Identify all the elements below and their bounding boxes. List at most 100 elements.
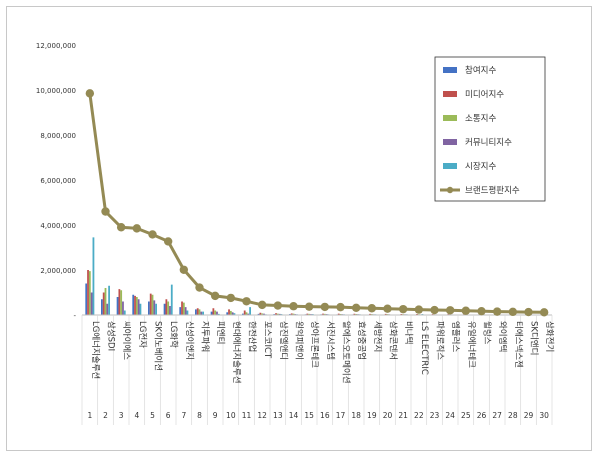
chart-frame: - 2,000,000 4,000,000 6,000,000 8,000,000 10,… (6, 6, 592, 451)
bar (170, 284, 173, 315)
line-point (477, 306, 486, 316)
bar (355, 313, 358, 315)
bar (118, 289, 121, 315)
x-axis: LG에너지솔루션 1 삼성SDI 2 씨아이에스 3 LG전자 4 SK이노베이션 5 LG화학 6 신… (81, 314, 555, 425)
bar (263, 313, 265, 315)
x-rank-label: 12 (257, 411, 267, 420)
line-point (116, 223, 126, 232)
x-rank-label: 23 (430, 411, 440, 420)
bar (200, 311, 203, 315)
legend-label: 참여지수 (465, 65, 496, 76)
x-category-label: 상아프론테크 (309, 321, 320, 368)
x-category-label: SK디앤디 (529, 321, 540, 355)
bar (135, 297, 138, 315)
line-point (492, 307, 502, 316)
bar (137, 299, 140, 315)
line-point (508, 307, 518, 317)
line-series-group (85, 89, 549, 317)
bar (104, 288, 107, 315)
x-category-label: 삼성SDI (106, 321, 117, 351)
line-point (289, 302, 298, 311)
x-rank-label: 2 (103, 411, 108, 420)
line-point (163, 237, 173, 246)
x-category-label: LG에너지솔루션 (90, 321, 101, 379)
bar (182, 302, 185, 315)
x-rank-label: 15 (304, 411, 314, 420)
x-category-label: 세방전지 (372, 321, 383, 352)
legend-swatch (443, 139, 457, 145)
bar (217, 313, 220, 315)
bar (226, 312, 229, 315)
x-rank-label: 20 (383, 411, 393, 420)
x-category-label: 피엔티 (215, 321, 226, 344)
bar (167, 301, 170, 315)
x-rank-label: 18 (351, 411, 361, 420)
bar (247, 313, 250, 315)
x-category-label: 한전산업 (247, 321, 258, 352)
bar (184, 307, 187, 315)
bar (88, 271, 91, 315)
line-point (445, 306, 455, 315)
line-point (195, 283, 204, 292)
bar (276, 313, 279, 315)
bar (306, 313, 309, 315)
bar (198, 309, 201, 315)
x-rank-label: 19 (367, 411, 377, 420)
bar (212, 308, 215, 315)
legend-swatch (443, 115, 457, 121)
bar (101, 299, 103, 315)
x-category-label: 와이엠텍 (497, 321, 508, 352)
legend-swatch (443, 163, 457, 169)
y-tick-label: 2,000,000 (40, 267, 76, 275)
bar (169, 306, 171, 315)
x-category-label: 윌링스 (482, 321, 493, 345)
bar (275, 313, 277, 315)
chart: - 2,000,000 4,000,000 6,000,000 8,000,000 10,… (36, 42, 555, 425)
line-point (414, 305, 424, 314)
x-category-label: LS ELECTRIC (419, 321, 429, 375)
line-point (148, 230, 157, 239)
bar (243, 310, 246, 315)
line-point (85, 89, 95, 98)
bar (242, 313, 244, 315)
bar (102, 292, 105, 315)
x-category-label: 원익피앤이 (294, 321, 305, 360)
x-category-label: LG전자 (137, 321, 148, 348)
x-rank-label: 22 (414, 411, 424, 420)
bar (229, 310, 232, 315)
x-rank-label: 17 (336, 411, 346, 420)
x-rank-label: 13 (273, 411, 283, 420)
x-category-label: 현대에너지솔루션 (231, 321, 242, 384)
bar (322, 313, 324, 315)
line-point (367, 304, 377, 313)
bar (165, 299, 168, 315)
x-rank-label: 7 (181, 411, 186, 420)
line-point (304, 302, 314, 311)
bar (132, 294, 135, 315)
x-category-label: 지투파워 (200, 321, 210, 352)
x-category-label: 유일에너테크 (466, 321, 477, 368)
bar (186, 310, 189, 315)
y-tick-label: 6,000,000 (40, 177, 76, 185)
line-point (383, 304, 392, 313)
y-tick-label: 4,000,000 (40, 222, 76, 230)
bar (148, 301, 150, 315)
bar (92, 237, 95, 315)
bar (384, 313, 387, 315)
line-point (461, 306, 471, 315)
x-category-label: 삼화전기 (544, 321, 555, 352)
bar (233, 313, 236, 315)
x-rank-label: 29 (524, 411, 534, 420)
y-tick-label: 12,000,000 (36, 42, 76, 50)
x-rank-label: 3 (119, 411, 124, 420)
x-rank-label: 28 (508, 411, 518, 420)
line-point (539, 308, 549, 317)
bar (261, 313, 264, 315)
legend-swatch (443, 91, 457, 97)
x-rank-label: 6 (166, 411, 171, 420)
bar (353, 313, 356, 315)
bar (290, 313, 293, 315)
bar (134, 295, 136, 315)
bar (228, 309, 230, 315)
